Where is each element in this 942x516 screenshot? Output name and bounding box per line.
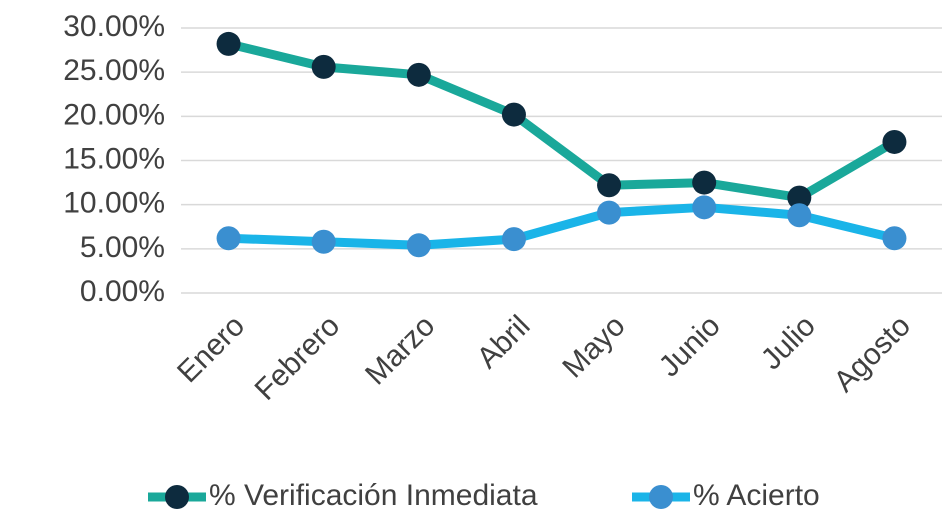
x-tick-label: Abril (471, 309, 537, 375)
y-tick-label: 20.00% (63, 98, 165, 131)
marker (501, 227, 526, 252)
marker (787, 185, 812, 210)
y-tick-label: 25.00% (63, 54, 165, 87)
marker (311, 229, 336, 254)
marker (216, 226, 241, 251)
marker (406, 233, 431, 258)
x-tick-label: Junio (653, 309, 727, 383)
y-tick-label: 0.00% (80, 275, 165, 308)
marker (692, 170, 717, 195)
x-tick-label: Enero (171, 309, 251, 389)
marker (882, 129, 907, 154)
y-tick-label: 10.00% (63, 187, 165, 220)
y-tick-label: 30.00% (63, 10, 165, 43)
marker (406, 62, 431, 87)
x-tick-label: Febrero (249, 309, 347, 407)
legend-marker (165, 485, 189, 509)
marker (787, 203, 812, 228)
x-tick-label: Mayo (556, 309, 631, 384)
x-tick-label: Agosto (828, 309, 917, 398)
marker (597, 173, 622, 198)
marker (597, 200, 622, 225)
x-tick-label: Marzo (359, 309, 441, 391)
x-tick-label: Julio (755, 309, 822, 376)
y-tick-label: 15.00% (63, 142, 165, 175)
series-line (227, 39, 897, 203)
marker (216, 31, 241, 56)
marker (501, 102, 526, 127)
marker (882, 226, 907, 251)
legend-label: % Verificación Inmediata (209, 479, 538, 512)
marker (311, 54, 336, 79)
series-line (228, 202, 896, 250)
legend-marker (649, 485, 673, 509)
legend-label: % Acierto (693, 479, 820, 512)
y-tick-label: 5.00% (80, 231, 165, 264)
marker (692, 195, 717, 220)
